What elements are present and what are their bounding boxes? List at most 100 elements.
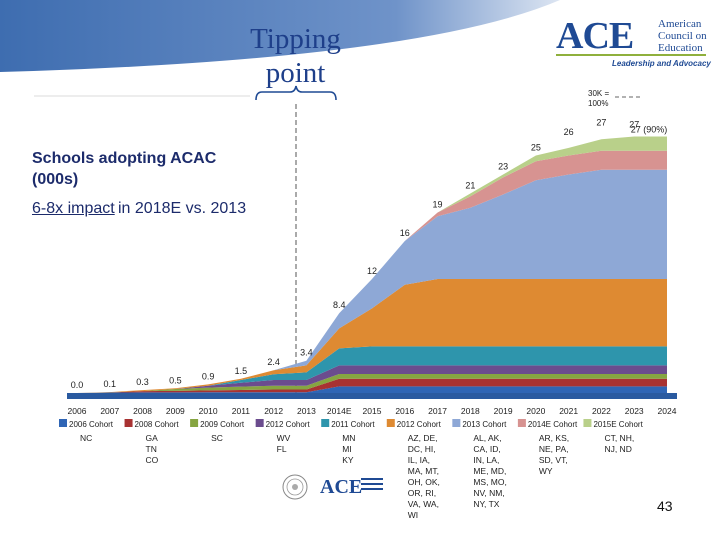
x-tick-label: 2009 xyxy=(166,406,185,416)
state-group: SC xyxy=(211,433,223,444)
logo-name: American Council on Education xyxy=(658,18,707,54)
total-label: 21 xyxy=(465,181,475,191)
legend-label: 2006 Cohort xyxy=(69,420,114,429)
x-tick-label: 2022 xyxy=(592,406,611,416)
state-group-line: AZ, DE, xyxy=(407,433,438,443)
x-tick-label: 2013 xyxy=(297,406,316,416)
area-series-1 xyxy=(77,378,667,393)
x-tick-label: 2018 xyxy=(461,406,480,416)
total-label: 0.5 xyxy=(169,375,182,385)
capacity-note: 30K = 100% xyxy=(588,89,609,109)
area-series-4 xyxy=(77,346,667,393)
state-group-line: TN xyxy=(145,444,157,454)
page-title: Tipping point xyxy=(250,23,341,89)
state-group-line: VA, WA, xyxy=(407,499,439,509)
legend-label: 2011 Cohort xyxy=(331,420,375,429)
header-band-shape xyxy=(0,0,720,72)
state-group-line: NV, NM, xyxy=(473,488,505,498)
x-tick-label: 2024 xyxy=(658,406,677,416)
state-group: AZ, DE, DC, HI, IL, IA, MA, MT, OH, OK, OR, R… xyxy=(408,433,440,521)
state-group-line: AR, KS, xyxy=(538,433,570,443)
state-group-line: NC xyxy=(80,433,93,443)
legend-swatch xyxy=(386,419,395,427)
x-tick-label: 2019 xyxy=(494,406,513,416)
x-tick-label: 2017 xyxy=(428,406,447,416)
state-group-line: OR, RI, xyxy=(407,488,437,498)
area-series-5 xyxy=(77,279,667,393)
total-label: 16 xyxy=(400,228,410,238)
x-tick-label: 2010 xyxy=(199,406,218,416)
state-group: NC xyxy=(80,433,92,444)
state-group-line: NE, PA, xyxy=(538,444,569,454)
logo-tagline: Leadership and Advocacy xyxy=(612,59,711,68)
x-tick-label: 2006 xyxy=(68,406,87,416)
state-group-line: CO xyxy=(145,455,159,465)
header-band xyxy=(0,0,720,97)
state-group-line: DC, HI, xyxy=(407,444,436,454)
legend-swatch xyxy=(59,419,67,427)
x-tick-label: 2012 xyxy=(264,406,283,416)
legend-swatch xyxy=(583,419,592,427)
legend-swatch xyxy=(321,419,330,427)
state-group-line: KY xyxy=(342,455,354,465)
x-tick-label: 2016 xyxy=(395,406,414,416)
x-tick-label: 2021 xyxy=(559,406,578,416)
legend-swatch xyxy=(255,419,264,427)
total-label: 26 xyxy=(564,127,574,137)
total-label: 25 xyxy=(531,143,541,153)
total-label: 0.0 xyxy=(71,380,84,390)
state-group-line: CT, NH, xyxy=(604,433,635,443)
state-group-line: WV xyxy=(276,433,291,443)
total-label: 0.9 xyxy=(202,371,215,381)
state-group-line: AL, AK, xyxy=(473,433,502,443)
legend-swatch xyxy=(517,419,526,427)
state-group: AL, AK, CA, ID, IN, LA, ME, MD, MS, MO, NV, N… xyxy=(473,433,507,510)
capacity-note-line-2: 100% xyxy=(588,99,609,108)
x-tick-label: 2020 xyxy=(526,406,545,416)
legend-label: 2012 Cohort xyxy=(397,420,442,429)
subheading-rest: in 2018E vs. 2013 xyxy=(118,200,247,217)
state-group-line: OH, OK, xyxy=(407,477,440,487)
state-group-line: MS, MO, xyxy=(473,477,507,487)
state-group-line: IL, IA, xyxy=(407,455,430,465)
total-label: 0.3 xyxy=(136,377,149,387)
legend-label: 2012 Cohort xyxy=(266,420,311,429)
state-group-line: WY xyxy=(538,466,553,476)
x-axis-bar xyxy=(67,393,677,399)
chart-heading: Schools adopting ACAC (000s) xyxy=(32,148,216,190)
total-label: 27 xyxy=(596,118,606,128)
total-label: 23 xyxy=(498,162,508,172)
logo-name-line-3: Education xyxy=(658,42,703,54)
state-group-line: FL xyxy=(276,444,287,454)
area-series-3 xyxy=(77,365,667,393)
capacity-note-line-1: 30K = xyxy=(588,89,610,98)
heading-line-2: (000s) xyxy=(32,171,79,188)
x-tick-label: 2014E xyxy=(327,406,352,416)
total-label: 8.4 xyxy=(333,300,346,310)
state-group-line: IN, LA, xyxy=(473,455,500,465)
total-label: 27 (90%) xyxy=(631,125,668,135)
legend-label: 2009 Cohort xyxy=(200,420,245,429)
bracket-shape xyxy=(255,85,337,101)
partner-logo-mark: ACE xyxy=(320,476,362,499)
state-group-line: WI xyxy=(407,510,419,520)
state-group: MN MI KY xyxy=(342,433,355,466)
state-group-line: MI xyxy=(342,444,352,454)
legend-swatch xyxy=(190,419,199,427)
state-group-line: MA, MT, xyxy=(407,466,439,476)
total-label: 0.1 xyxy=(104,379,117,389)
total-label: 3.4 xyxy=(300,348,313,358)
legend-label: 2008 Cohort xyxy=(135,420,180,429)
logo-name-line-1: American xyxy=(658,18,702,30)
seal-icon xyxy=(282,474,308,500)
legend-label: 2014E Cohort xyxy=(528,420,578,429)
legend-swatch xyxy=(124,419,133,427)
total-label: 19 xyxy=(433,200,443,210)
state-group-line: NY, TX xyxy=(473,499,500,509)
total-label: 2.4 xyxy=(267,357,280,367)
logo-divider xyxy=(556,54,706,56)
